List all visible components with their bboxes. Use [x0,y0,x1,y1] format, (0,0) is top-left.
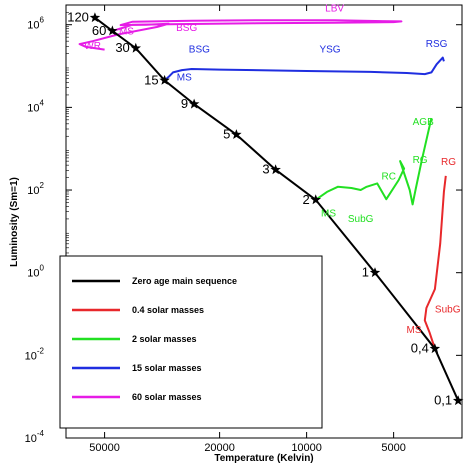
phase-label: RG [413,155,428,166]
zams-star-marker [310,194,321,205]
mass-label: 1 [362,265,369,280]
phase-label: MS [407,325,422,336]
legend-label: 2 solar masses [132,334,197,344]
phase-label: RC [381,171,395,182]
y-tick-label: 104 [27,98,44,114]
legend-label: 15 solar masses [132,363,202,373]
y-axis-title: Luminosity (Sm=1) [9,177,20,267]
zams-star-marker [107,25,118,36]
mass-label: 60 [92,23,106,38]
phase-label: BSG [176,23,197,34]
x-tick-label: 50000 [89,442,120,454]
legend-label: 0.4 solar masses [132,305,204,315]
zams-star-marker [270,164,281,175]
phase-label: SubG [348,214,374,225]
mass-label: 120 [67,10,89,25]
mass-label: 9 [181,96,188,111]
legend-box [59,255,323,429]
zams-star-marker [369,267,381,278]
plot-frame [65,4,463,439]
x-tick-label: 10000 [291,442,322,454]
phase-label: YSG [319,45,340,56]
phase-label: BSG [189,45,210,56]
phase-label: MS [177,72,192,83]
y-tick-label: 106 [27,16,44,32]
mass-label: 3 [262,162,269,177]
phase-label: SubG [435,304,461,315]
zams-star-marker [188,98,200,109]
zams-star-marker [159,74,170,85]
phase-label: RG [441,157,456,168]
y-tick-label: 100 [27,264,44,280]
phase-label: MS [321,208,336,219]
legend-label: Zero age main sequence [132,276,237,286]
phase-label: MS [119,26,134,37]
y-tick-label: 102 [27,181,44,197]
zams-star-marker [130,42,141,53]
evolution-tracks [78,19,447,350]
mass-label: 2 [302,192,309,207]
x-tick-label: 5000 [381,442,405,454]
mass-label: 30 [115,40,129,55]
mass-label: 5 [223,127,230,142]
mass-label: 15 [144,72,158,87]
zams-star-marker [452,395,464,406]
track-15-solar-masses [163,56,445,82]
y-tick-label: 10-4 [25,429,45,445]
phase-label: AGB [413,117,434,128]
track-0-4-solar-masses [423,175,447,350]
mass-label: 0,4 [411,341,429,356]
mass-label: 0,1 [434,393,452,408]
track-60-solar-masses [78,19,403,51]
phase-label: LBV [325,3,344,14]
y-tick-label: 10-2 [25,346,45,362]
track-2-solar-masses [315,117,433,206]
phase-label: WR [84,41,101,52]
zams-star-marker [231,129,242,139]
axis-ticks: 106 104 102 100 10-2 10-4 50000 20000 10000 5000 [25,4,462,454]
zams-star-marker [429,343,441,354]
zams-star-marker [89,12,101,23]
phase-label: RSG [426,39,448,50]
x-tick-label: 20000 [204,442,235,454]
phase-annotations: LBV MS BSG WR BSG YSG RSG MS AGB RC RG MS SubG RG SubG… [84,3,460,335]
legend-label: 60 solar masses [132,392,202,402]
legend: Zero age main sequence 0.4 solar masses 2 … [59,255,323,429]
x-axis-title: Temperature (Kelvin) [214,453,313,464]
